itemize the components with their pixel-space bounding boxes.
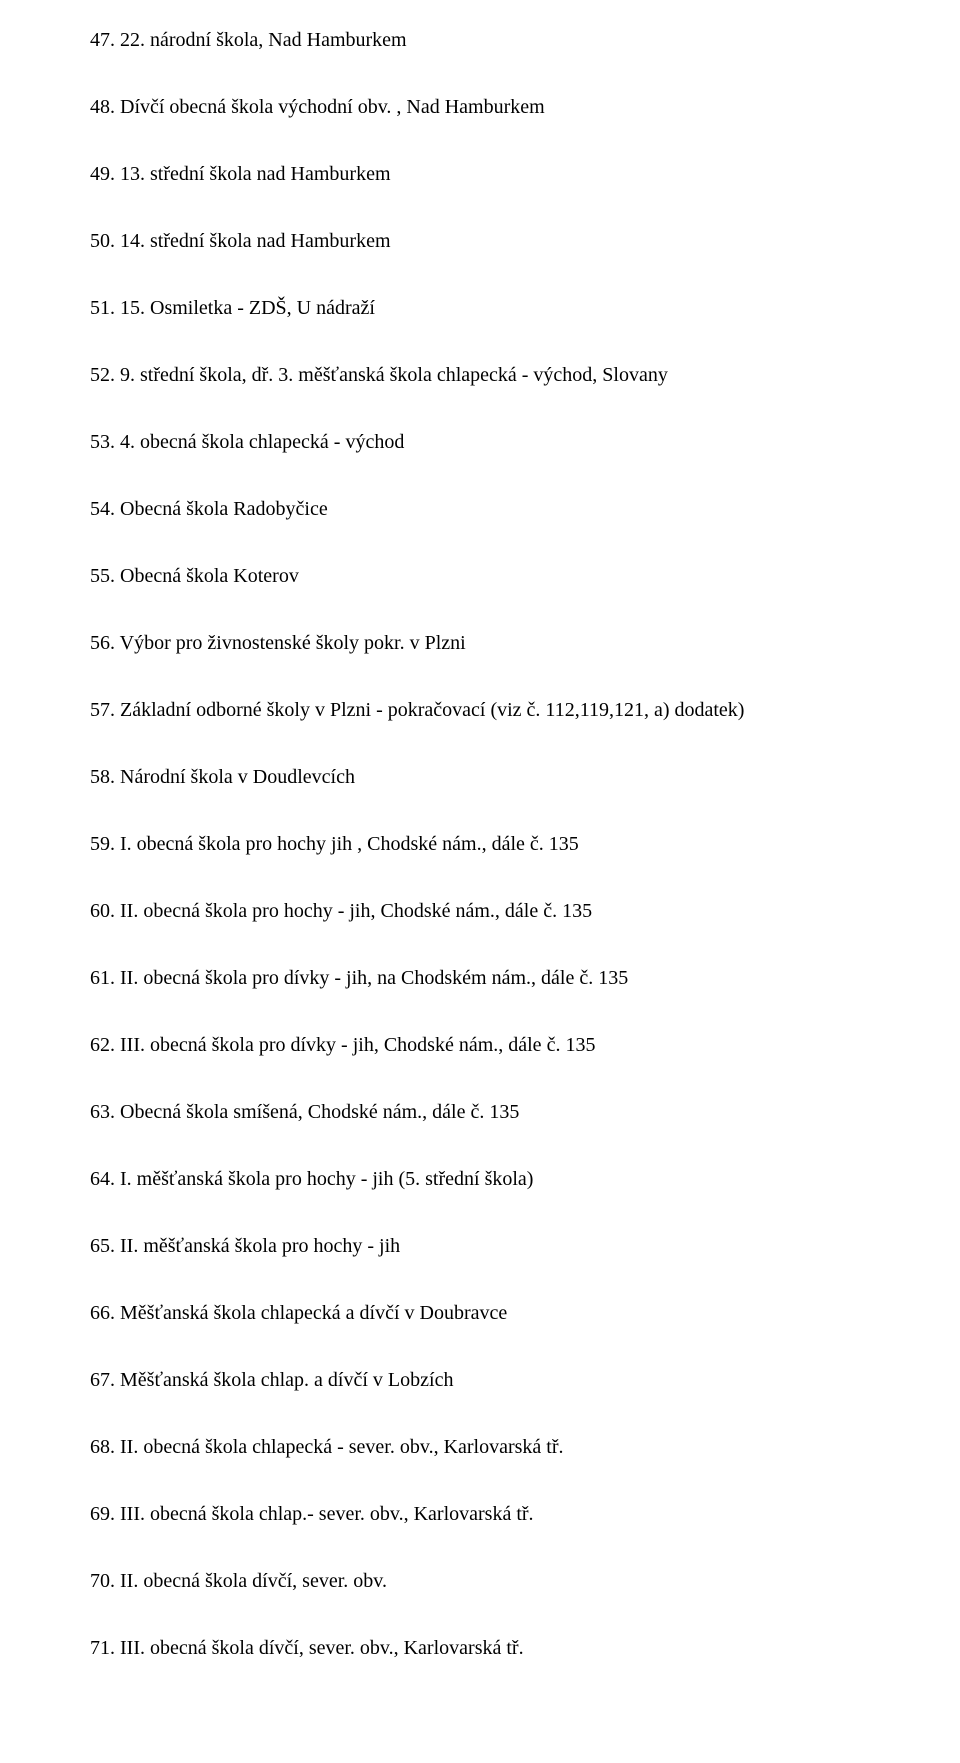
list-item: 50. 14. střední škola nad Hamburkem [90, 229, 870, 254]
list-item: 60. II. obecná škola pro hochy - jih, Ch… [90, 899, 870, 924]
list-item: 54. Obecná škola Radobyčice [90, 497, 870, 522]
list-item: 68. II. obecná škola chlapecká - sever. … [90, 1435, 870, 1460]
list-item: 48. Dívčí obecná škola východní obv. , N… [90, 95, 870, 120]
list-item: 51. 15. Osmiletka - ZDŠ, U nádraží [90, 296, 870, 321]
list-item: 53. 4. obecná škola chlapecká - východ [90, 430, 870, 455]
list-item: 55. Obecná škola Koterov [90, 564, 870, 589]
list-item: 63. Obecná škola smíšená, Chodské nám., … [90, 1100, 870, 1125]
list-item: 67. Měšťanská škola chlap. a dívčí v Lob… [90, 1368, 870, 1393]
list-item: 58. Národní škola v Doudlevcích [90, 765, 870, 790]
list-item: 65. II. měšťanská škola pro hochy - jih [90, 1234, 870, 1259]
list-item: 69. III. obecná škola chlap.- sever. obv… [90, 1502, 870, 1527]
list-item: 57. Základní odborné školy v Plzni - pok… [90, 698, 870, 723]
list-item: 66. Měšťanská škola chlapecká a dívčí v … [90, 1301, 870, 1326]
list-item: 47. 22. národní škola, Nad Hamburkem [90, 28, 870, 53]
list-item: 70. II. obecná škola dívčí, sever. obv. [90, 1569, 870, 1594]
list-item: 71. III. obecná škola dívčí, sever. obv.… [90, 1636, 870, 1661]
list-item: 56. Výbor pro živnostenské školy pokr. v… [90, 631, 870, 656]
list-item: 61. II. obecná škola pro dívky - jih, na… [90, 966, 870, 991]
list-item: 64. I. měšťanská škola pro hochy - jih (… [90, 1167, 870, 1192]
document-page: 47. 22. národní škola, Nad Hamburkem 48.… [0, 0, 960, 1763]
list-item: 59. I. obecná škola pro hochy jih , Chod… [90, 832, 870, 857]
list-item: 52. 9. střední škola, dř. 3. měšťanská š… [90, 363, 870, 388]
list-item: 62. III. obecná škola pro dívky - jih, C… [90, 1033, 870, 1058]
list-item: 49. 13. střední škola nad Hamburkem [90, 162, 870, 187]
